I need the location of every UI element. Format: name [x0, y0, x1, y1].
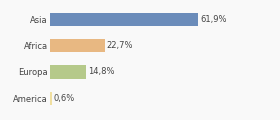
- Bar: [50, 65, 86, 78]
- Bar: [50, 13, 198, 26]
- Text: 0,6%: 0,6%: [54, 94, 75, 103]
- Bar: [50, 39, 105, 52]
- Bar: [50, 92, 52, 105]
- Text: 14,8%: 14,8%: [88, 67, 114, 76]
- Text: 22,7%: 22,7%: [107, 41, 133, 50]
- Text: 61,9%: 61,9%: [200, 15, 227, 24]
